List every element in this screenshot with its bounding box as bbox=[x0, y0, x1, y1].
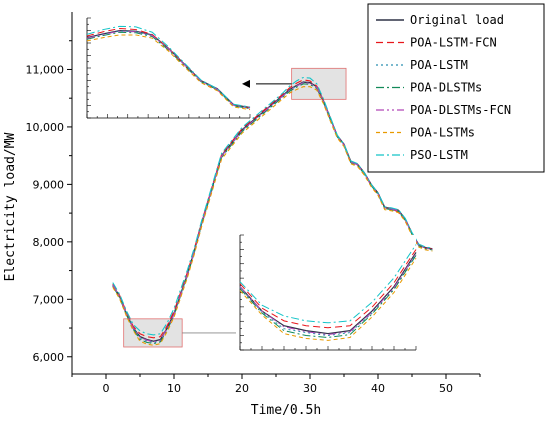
legend-label: POA-DLSTMs-FCN bbox=[410, 103, 511, 117]
legend-label: POA-LSTMs bbox=[410, 126, 475, 140]
zoom-highlight-layer bbox=[123, 67, 347, 348]
x-tick-label: 30 bbox=[303, 382, 317, 395]
inset-series-line-poa-lstms bbox=[86, 34, 251, 111]
legend-label: POA-LSTM-FCN bbox=[410, 36, 497, 50]
inset-series-line-poa-dlstms-fcn bbox=[86, 30, 251, 109]
legend: Original load POA-LSTM-FCN POA-LSTM POA-DLS… bbox=[367, 3, 545, 173]
inset-series-line-poa-lstm bbox=[239, 254, 417, 337]
y-axis-title: Electricity load/MW bbox=[3, 132, 18, 281]
y-tick-label: 7,000 bbox=[33, 293, 65, 306]
inset-series-line-pso-lstm bbox=[239, 244, 417, 324]
y-tick-label: 11,000 bbox=[26, 63, 65, 76]
series-layer bbox=[112, 76, 433, 346]
y-tick-label: 10,000 bbox=[26, 121, 65, 134]
legend-label: PSO-LSTM bbox=[410, 148, 468, 162]
inset-series-line-poa-lstms bbox=[239, 257, 417, 341]
x-tick-label: 0 bbox=[103, 382, 110, 395]
inset-series-line-poa-dlstms bbox=[239, 255, 417, 338]
inset-series-line-poa-dlstms bbox=[86, 31, 251, 110]
zoom-region-box bbox=[123, 318, 183, 348]
inset-series-line-pso-lstm bbox=[86, 25, 251, 108]
series-line-poa-dlstms-fcn bbox=[112, 82, 433, 343]
inset-background bbox=[240, 235, 416, 350]
zoom-inset-1 bbox=[86, 17, 251, 119]
y-tick-label: 9,000 bbox=[33, 178, 65, 191]
inset-layer bbox=[86, 17, 417, 351]
x-axis-title: Time/0.5h bbox=[251, 403, 321, 418]
legend-label: POA-DLSTMs bbox=[410, 81, 482, 95]
zoom-arrow-head bbox=[242, 79, 250, 88]
inset-series-line-poa-lstm-fcn bbox=[239, 249, 417, 329]
legend-label: Original load bbox=[410, 13, 504, 27]
axes-layer: 0 10 20 30 40 50 6,000 7,000 8,000 9,000 10,000 11,… bbox=[3, 12, 481, 418]
x-tick-label: 10 bbox=[167, 382, 181, 395]
inset-series-line-original-load bbox=[239, 252, 417, 335]
y-tick-label: 6,000 bbox=[33, 351, 65, 364]
x-tick-label: 20 bbox=[235, 382, 249, 395]
zoom-inset-2 bbox=[239, 234, 417, 351]
legend-label: POA-LSTM bbox=[410, 58, 468, 72]
inset-background bbox=[87, 18, 250, 118]
x-tick-label: 40 bbox=[371, 382, 385, 395]
series-line-poa-lstms bbox=[112, 86, 433, 346]
series-line-pso-lstm bbox=[112, 76, 433, 336]
x-tick-label: 50 bbox=[439, 382, 453, 395]
y-tick-label: 8,000 bbox=[33, 236, 65, 249]
series-line-poa-lstm-fcn bbox=[112, 79, 433, 339]
